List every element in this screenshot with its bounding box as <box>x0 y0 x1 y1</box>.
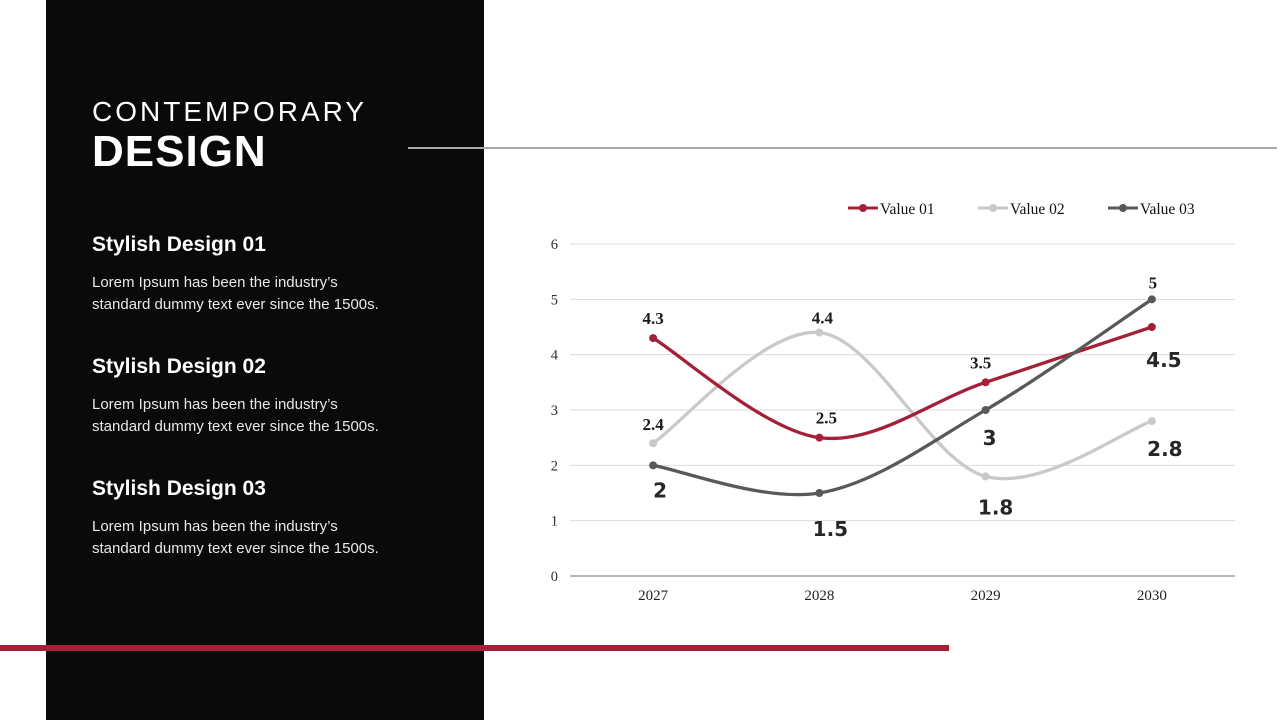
legend-marker-dot <box>859 204 867 212</box>
data-point-label: 5 <box>1149 273 1158 292</box>
series-line-1 <box>651 325 1154 441</box>
data-point-label: 2.5 <box>816 409 837 428</box>
data-point-marker <box>815 489 824 497</box>
data-point-label: 1.5 <box>813 517 848 541</box>
section-3: Stylish Design 03 Lorem Ipsum has been t… <box>92 477 422 560</box>
data-point-label: 2.8 <box>1147 437 1182 461</box>
slide-title-line1: CONTEMPORARY <box>92 96 368 127</box>
data-point-marker <box>815 433 824 442</box>
y-tick-label: 3 <box>551 403 558 419</box>
x-category-label: 2029 <box>971 588 1001 604</box>
chart-area: 0 1 2 3 4 5 6 2027 2028 2029 2030 Value 01 Value 02 V… <box>540 180 1240 610</box>
legend-label: Value 01 <box>880 201 935 218</box>
data-point-marker <box>649 439 658 448</box>
divider-line <box>408 147 1277 149</box>
data-point-marker <box>649 461 658 470</box>
y-tick-label: 5 <box>551 292 558 308</box>
data-point-marker <box>649 334 658 343</box>
data-point-label: 3 <box>983 426 997 450</box>
series-line-2 <box>651 330 1154 481</box>
section-2-heading: Stylish Design 02 <box>92 355 266 378</box>
legend-marker-dot <box>989 204 997 212</box>
data-point-marker <box>981 406 990 414</box>
data-point-marker <box>815 328 824 337</box>
legend-marker-dot <box>1119 204 1127 212</box>
y-tick-label: 6 <box>551 237 558 253</box>
section-1-heading: Stylish Design 01 <box>92 233 266 256</box>
y-tick-label: 0 <box>551 569 558 585</box>
data-point-label: 3.5 <box>970 353 991 372</box>
data-point-marker <box>981 378 990 387</box>
legend-label: Value 02 <box>1010 201 1065 218</box>
x-category-label: 2030 <box>1137 588 1167 604</box>
legend-label: Value 03 <box>1140 201 1195 218</box>
y-tick-label: 2 <box>551 458 558 474</box>
data-point-marker <box>1147 417 1156 426</box>
line-chart-svg: 0 1 2 3 4 5 6 2027 2028 2029 2030 Value 01 Value 02 V… <box>551 201 1235 604</box>
data-point-label: 2.4 <box>643 415 665 434</box>
series-line-3 <box>651 297 1154 497</box>
data-point-label: 4.3 <box>643 309 664 328</box>
data-point-marker <box>981 472 990 481</box>
slide-title-line2: DESIGN <box>92 127 267 176</box>
data-point-label: 2 <box>653 478 667 502</box>
section-1-body: Lorem Ipsum has been the industry’s stan… <box>92 274 379 313</box>
y-tick-label: 1 <box>551 514 558 530</box>
data-point-marker <box>1147 295 1156 304</box>
x-category-label: 2027 <box>638 588 669 604</box>
legend-item-3: Value 03 <box>1108 201 1195 218</box>
y-tick-label: 4 <box>551 348 559 364</box>
section-3-heading: Stylish Design 03 <box>92 477 266 500</box>
section-1: Stylish Design 01 Lorem Ipsum has been t… <box>92 233 422 316</box>
legend-item-1: Value 01 <box>848 201 935 218</box>
x-category-label: 2028 <box>804 588 834 604</box>
legend-item-2: Value 02 <box>978 201 1065 218</box>
gridlines: 0 1 2 3 4 5 6 <box>551 237 1235 585</box>
data-point-label: 4.5 <box>1146 348 1181 372</box>
section-2-body: Lorem Ipsum has been the industry’s stan… <box>92 396 379 435</box>
left-panel: CONTEMPORARY DESIGN Stylish Design 01 Lo… <box>46 0 484 720</box>
data-point-label: 1.8 <box>978 495 1013 519</box>
section-2: Stylish Design 02 Lorem Ipsum has been t… <box>92 355 422 438</box>
section-3-body: Lorem Ipsum has been the industry’s stan… <box>92 518 379 557</box>
accent-line <box>0 645 949 651</box>
data-point-label: 4.4 <box>812 309 834 328</box>
title-block: CONTEMPORARY DESIGN <box>92 97 367 175</box>
data-point-marker <box>1147 323 1156 331</box>
